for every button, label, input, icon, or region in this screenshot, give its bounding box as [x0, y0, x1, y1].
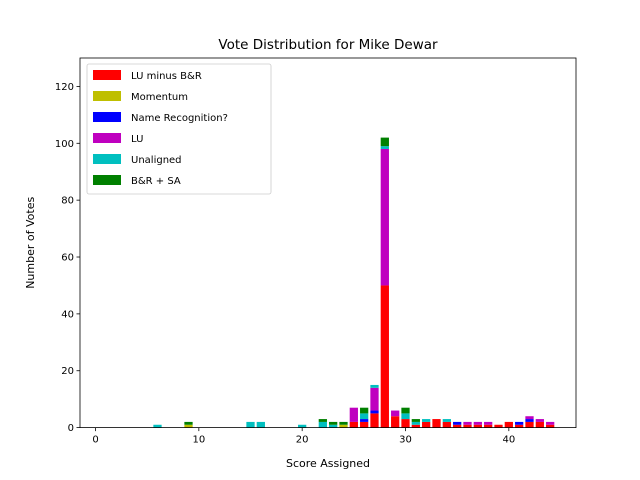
legend-swatch-2 — [93, 112, 121, 122]
bar-9-series-1 — [184, 424, 193, 428]
bar-27-series-3 — [370, 387, 379, 411]
bar-29-series-3 — [391, 410, 400, 417]
legend-label-2: Name Recognition? — [131, 113, 228, 124]
bar-28-series-3 — [380, 148, 389, 286]
bar-23-series-4 — [329, 424, 338, 428]
bar-26-series-5 — [360, 407, 369, 414]
bar-16-series-4 — [256, 421, 265, 428]
bar-22-series-4 — [318, 421, 327, 428]
bar-30-series-4 — [401, 413, 410, 420]
bar-34-series-0 — [442, 421, 451, 428]
bar-26-series-2 — [360, 419, 369, 422]
plot-frame — [79, 57, 577, 429]
bar-35-series-0 — [453, 424, 462, 428]
y-axis-label: Number of Votes — [24, 197, 37, 289]
bar-22-series-5 — [318, 419, 327, 422]
legend-box — [86, 63, 272, 195]
bar-31-series-4 — [411, 421, 420, 425]
bar-26-series-4 — [360, 413, 369, 420]
bar-31-series-0 — [411, 424, 420, 428]
bar-41-series-0 — [515, 424, 524, 428]
bar-43-series-0 — [535, 421, 544, 428]
bar-38-series-3 — [484, 421, 493, 425]
legend: LU minus B&R Momentum Name Recognition? LU U… — [86, 63, 272, 195]
legend-swatch-5 — [93, 175, 121, 185]
bar-34-series-4 — [442, 419, 451, 422]
bar-42-series-0 — [525, 421, 534, 428]
bars-group — [153, 137, 555, 428]
x-tick-label: 20 — [296, 435, 309, 446]
y-tick-label: 40 — [61, 309, 74, 320]
bar-40-series-0 — [504, 421, 513, 428]
bar-24-series-1 — [339, 424, 348, 428]
bar-27-series-4 — [370, 384, 379, 388]
y-tick-label: 120 — [55, 82, 74, 93]
legend-swatch-1 — [93, 91, 121, 101]
y-tick-label: 100 — [55, 139, 74, 150]
y-tick-label: 80 — [61, 196, 74, 207]
bar-23-series-5 — [329, 421, 338, 425]
x-tick-label: 30 — [399, 435, 412, 446]
bar-29-series-0 — [391, 416, 400, 428]
bar-20-series-4 — [298, 424, 307, 428]
bar-15-series-4 — [246, 421, 255, 428]
y-tick-label: 20 — [61, 366, 74, 377]
bar-36-series-0 — [463, 424, 472, 428]
legend-label-3: LU — [131, 134, 143, 145]
bar-42-series-3 — [525, 416, 534, 420]
bar-9-series-5 — [184, 421, 193, 425]
bar-6-series-4 — [153, 424, 162, 428]
bar-44-series-3 — [546, 421, 555, 425]
chart-title: Vote Distribution for Mike Dewar — [218, 37, 438, 53]
x-axis-label: Score Assigned — [286, 457, 370, 470]
bar-32-series-0 — [422, 421, 431, 428]
bar-27-series-2 — [370, 410, 379, 414]
bar-26-series-0 — [360, 421, 369, 428]
bar-36-series-3 — [463, 421, 472, 425]
bar-25-series-3 — [349, 407, 358, 422]
x-tick-label: 0 — [92, 435, 98, 446]
bar-28-series-0 — [380, 285, 389, 428]
legend-label-5: B&R + SA — [131, 176, 181, 187]
bar-27-series-0 — [370, 413, 379, 428]
legend-label-4: Unaligned — [131, 155, 182, 166]
y-tick-label: 0 — [68, 423, 74, 434]
bar-30-series-5 — [401, 407, 410, 414]
bar-38-series-0 — [484, 424, 493, 428]
bar-28-series-5 — [380, 137, 389, 147]
y-axis: 0 20 40 60 80 100 120 — [55, 82, 80, 434]
bar-25-series-0 — [349, 421, 358, 428]
legend-swatch-0 — [93, 70, 121, 80]
bar-32-series-4 — [422, 419, 431, 422]
bar-44-series-0 — [546, 424, 555, 428]
y-tick-label: 60 — [61, 253, 74, 264]
bar-28-series-4 — [380, 146, 389, 149]
x-axis: 0 10 20 30 40 — [92, 427, 515, 446]
bar-30-series-0 — [401, 419, 410, 428]
x-tick-label: 10 — [192, 435, 205, 446]
bar-37-series-3 — [473, 421, 482, 425]
bar-31-series-5 — [411, 419, 420, 422]
legend-swatch-4 — [93, 154, 121, 164]
bar-39-series-0 — [494, 424, 503, 428]
bar-42-series-2 — [525, 419, 534, 422]
legend-swatch-3 — [93, 133, 121, 143]
bar-43-series-3 — [535, 419, 544, 422]
legend-label-0: LU minus B&R — [131, 71, 202, 82]
bar-24-series-5 — [339, 421, 348, 425]
bar-41-series-2 — [515, 421, 524, 425]
x-tick-label: 40 — [502, 435, 515, 446]
bar-35-series-2 — [453, 421, 462, 425]
bar-33-series-0 — [432, 419, 441, 428]
bar-37-series-0 — [473, 424, 482, 428]
legend-label-1: Momentum — [131, 92, 188, 103]
